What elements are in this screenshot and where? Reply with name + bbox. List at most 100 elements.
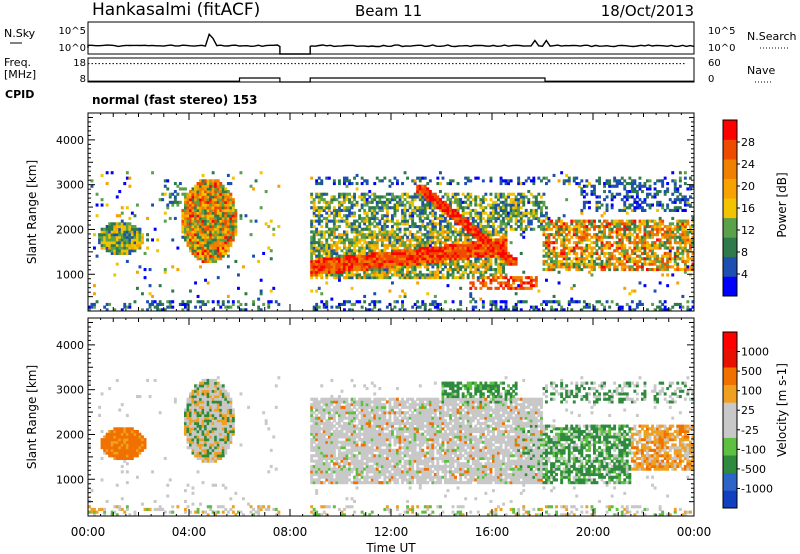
heatmap-cell (320, 270, 324, 274)
heatmap-cell (113, 438, 117, 442)
heatmap-cell (486, 246, 490, 250)
heatmap-cell (691, 238, 695, 242)
heatmap-cell (237, 286, 240, 290)
heatmap-cell (375, 262, 379, 266)
heatmap-cell (105, 225, 109, 229)
heatmap-cell (567, 230, 571, 234)
heatmap-cell (582, 184, 586, 188)
heatmap-cell (118, 427, 122, 431)
heatmap-cell (363, 233, 367, 237)
heatmap-cell (605, 243, 609, 247)
heatmap-cell (504, 305, 508, 309)
heatmap-cell (348, 208, 351, 212)
heatmap-cell (421, 249, 425, 253)
heatmap-cell (353, 246, 356, 250)
heatmap-cell (385, 305, 389, 309)
heatmap-cell (385, 259, 389, 263)
heatmap-cell (108, 225, 112, 229)
heatmap-cell (547, 238, 551, 242)
heatmap-cell (353, 259, 356, 263)
heatmap-cell (638, 222, 642, 226)
heatmap-cell (444, 254, 447, 258)
noise-frame (87, 21, 695, 55)
heatmap-cell (630, 208, 634, 212)
heatmap-cell (514, 214, 518, 218)
heatmap-cell (353, 230, 356, 234)
heatmap-cell (360, 176, 364, 180)
heatmap-cell (479, 219, 483, 223)
heatmap-cell (517, 206, 521, 210)
heatmap-cell (646, 254, 649, 258)
heatmap-cell (489, 219, 493, 223)
heatmap-cell (552, 251, 556, 255)
heatmap-cell (118, 241, 122, 245)
heatmap-cell (466, 227, 470, 231)
heatmap-cell (358, 262, 362, 266)
heatmap-cell (211, 300, 215, 304)
heatmap-cell (494, 270, 498, 274)
heatmap-cell (219, 227, 223, 231)
heatmap-cell (113, 308, 117, 312)
heatmap-cell (507, 286, 510, 290)
heatmap-cell (264, 190, 268, 194)
heatmap-cell (489, 225, 493, 229)
heatmap-cell (545, 254, 548, 258)
heatmap-cell (444, 219, 447, 223)
heatmap-cell (325, 176, 329, 180)
heatmap-cell (643, 262, 647, 266)
heatmap-cell (476, 225, 480, 229)
heatmap-cell (221, 222, 225, 226)
heatmap-cell (504, 179, 508, 183)
heatmap-cell (648, 192, 652, 196)
heatmap-cell (454, 262, 457, 266)
heatmap-cell (552, 222, 556, 226)
heatmap-cell (499, 246, 503, 250)
heatmap-cell (643, 235, 647, 239)
heatmap-cell (103, 451, 107, 455)
heatmap-cell (456, 182, 460, 186)
heatmap-cell (689, 184, 692, 188)
heatmap-cell (406, 219, 409, 223)
heatmap-cell (484, 270, 488, 274)
heatmap-cell (671, 227, 675, 231)
heatmap-cell (310, 219, 314, 223)
heatmap-cell (643, 233, 647, 237)
heatmap-cell (534, 216, 538, 220)
heatmap-cell (108, 438, 112, 442)
heatmap-cell (136, 440, 139, 444)
heatmap-cell (350, 276, 354, 280)
heatmap-cell (502, 192, 505, 196)
heatmap-cell (454, 249, 457, 253)
heatmap-cell (221, 300, 225, 304)
heatmap-cell (370, 300, 374, 304)
heatmap-cell (128, 251, 132, 255)
heatmap-cell (380, 206, 384, 210)
heatmap-cell (537, 192, 541, 196)
heatmap-cell (244, 308, 248, 312)
heatmap-cell (189, 432, 192, 436)
heatmap-cell (481, 284, 485, 288)
heatmap-cell (570, 308, 574, 312)
heatmap-cell (401, 222, 404, 226)
heatmap-cell (196, 208, 200, 212)
heatmap-cell (423, 176, 427, 180)
heatmap-cell (194, 219, 197, 223)
heatmap-cell (123, 235, 127, 239)
heatmap-cell (585, 254, 589, 258)
heatmap-cell (325, 243, 329, 247)
heatmap-cell (120, 222, 124, 226)
heatmap-cell (678, 225, 682, 229)
heatmap-cell (411, 276, 415, 280)
heatmap-cell (199, 211, 202, 215)
heatmap-cell (436, 198, 440, 202)
heatmap-cell (398, 308, 402, 312)
heatmap-cell (211, 195, 215, 199)
heatmap-cell (426, 195, 430, 199)
heatmap-cell (120, 249, 124, 253)
heatmap-cell (489, 254, 493, 258)
heatmap-cell (504, 308, 508, 312)
heatmap-cell (643, 225, 647, 229)
heatmap-cell (105, 308, 109, 312)
heatmap-cell (643, 200, 647, 204)
heatmap-cell (454, 198, 457, 202)
